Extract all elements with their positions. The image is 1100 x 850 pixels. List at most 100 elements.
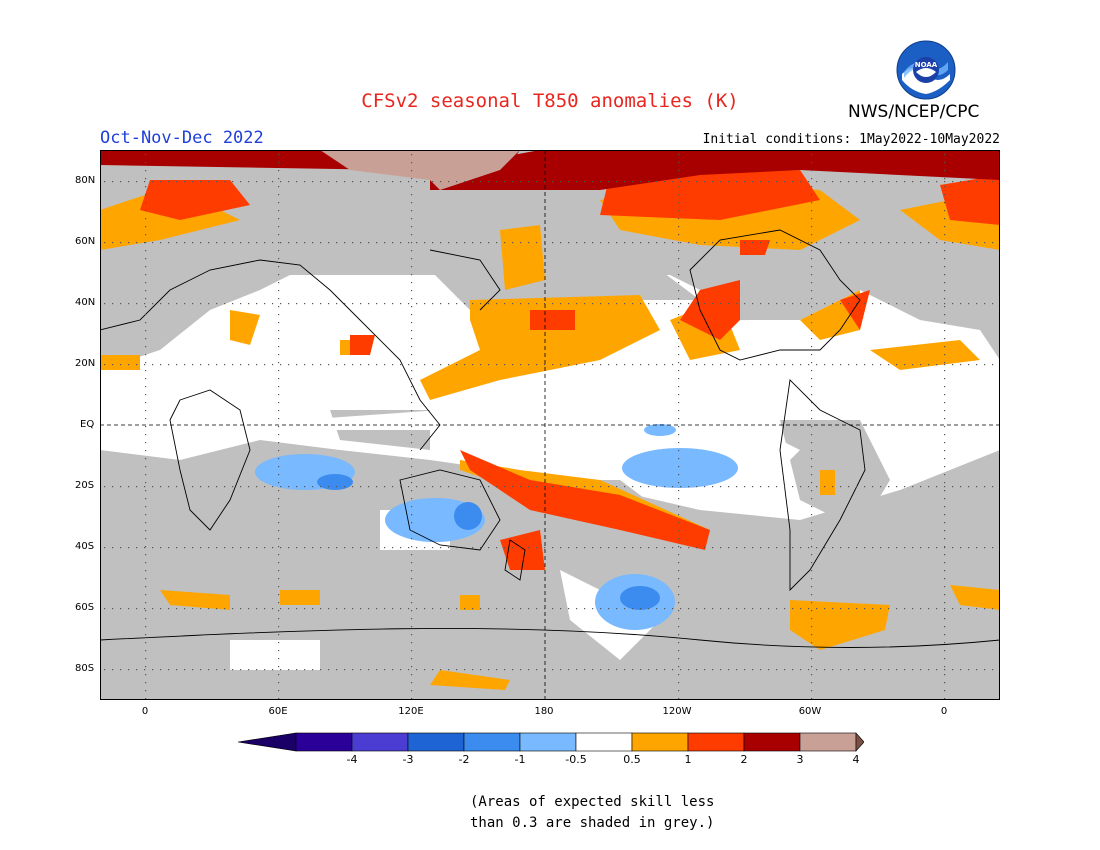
grid-dot (411, 546, 413, 548)
grid-dot (811, 666, 813, 668)
grid-dot (384, 486, 386, 488)
grid-dot (411, 354, 413, 356)
grid-dot (256, 364, 258, 366)
grid-dot (400, 486, 402, 488)
grid-dot (560, 669, 562, 671)
grid-dot (680, 181, 682, 183)
grid-dot (678, 474, 680, 476)
grid-dot (736, 364, 738, 366)
grid-dot (411, 642, 413, 644)
grid-dot (728, 669, 730, 671)
grid-dot (864, 486, 866, 488)
grid-dot (304, 364, 306, 366)
grid-dot (360, 364, 362, 366)
grid-dot (488, 303, 490, 305)
grid-dot (811, 250, 813, 252)
grid-dot (872, 242, 874, 244)
grid-dot (512, 303, 514, 305)
grid-dot (576, 364, 578, 366)
grid-dot (811, 242, 813, 244)
grid-dot (944, 522, 946, 524)
grid-dot (568, 486, 570, 488)
grid-dot (672, 669, 674, 671)
grid-dot (944, 306, 946, 308)
grid-dot (256, 303, 258, 305)
grid-dot (960, 303, 962, 305)
grid-dot (360, 547, 362, 549)
grid-dot (120, 669, 122, 671)
grid-dot (224, 608, 226, 610)
colorbar-cell (351, 732, 409, 752)
grid-dot (456, 181, 458, 183)
grid-dot (464, 364, 466, 366)
grid-dot (104, 364, 106, 366)
grid-dot (411, 658, 413, 660)
grid-dot (224, 303, 226, 305)
grid-dot (184, 364, 186, 366)
grid-dot (320, 364, 322, 366)
grid-dot (576, 242, 578, 244)
grid-dot (678, 202, 680, 204)
grid-dot (145, 442, 147, 444)
grid-dot (145, 354, 147, 356)
grid-dot (856, 303, 858, 305)
grid-dot (560, 486, 562, 488)
grid-dot (832, 242, 834, 244)
grid-dot (840, 486, 842, 488)
grid-dot (411, 186, 413, 188)
colorbar-label: -1 (514, 753, 526, 766)
grid-dot (704, 242, 706, 244)
grid-dot (678, 370, 680, 372)
grid-dot (496, 303, 498, 305)
grid-dot (145, 410, 147, 412)
grid-dot (824, 608, 826, 610)
grid-dot (278, 178, 280, 180)
grid-dot (192, 669, 194, 671)
noaa-logo-text: NOAA (915, 61, 938, 69)
grid-dot (488, 608, 490, 610)
grid-dot (176, 242, 178, 244)
grid-dot (480, 242, 482, 244)
grid-dot (664, 547, 666, 549)
grid-dot (944, 354, 946, 356)
grid-dot (145, 362, 147, 364)
grid-dot (278, 170, 280, 172)
grid-dot (520, 547, 522, 549)
grid-dot (278, 154, 280, 156)
grid-dot (411, 578, 413, 580)
grid-dot (145, 538, 147, 540)
grid-dot (152, 547, 154, 549)
grid-dot (520, 486, 522, 488)
grid-dot (678, 578, 680, 580)
grid-dot (811, 626, 813, 628)
grid-dot (464, 181, 466, 183)
grid-dot (811, 498, 813, 500)
grid-dot (944, 282, 946, 284)
grid-dot (411, 210, 413, 212)
grid-dot (224, 669, 226, 671)
grid-dot (504, 364, 506, 366)
grid-dot (272, 303, 274, 305)
grid-dot (944, 586, 946, 588)
grid-dot (440, 547, 442, 549)
grid-dot (328, 242, 330, 244)
grid-dot (376, 242, 378, 244)
grid-dot (984, 303, 986, 305)
grid-dot (811, 610, 813, 612)
grid-dot (376, 303, 378, 305)
grid-dot (720, 608, 722, 610)
grid-dot (776, 669, 778, 671)
grid-dot (656, 181, 658, 183)
grid-dot (678, 162, 680, 164)
grid-dot (712, 486, 714, 488)
grid-dot (960, 486, 962, 488)
grid-dot (888, 303, 890, 305)
grid-dot (968, 364, 970, 366)
grid-dot (968, 303, 970, 305)
grid-dot (352, 608, 354, 610)
grid-dot (648, 242, 650, 244)
grid-dot (944, 690, 946, 692)
grid-dot (912, 486, 914, 488)
grid-dot (678, 458, 680, 460)
grid-dot (304, 669, 306, 671)
